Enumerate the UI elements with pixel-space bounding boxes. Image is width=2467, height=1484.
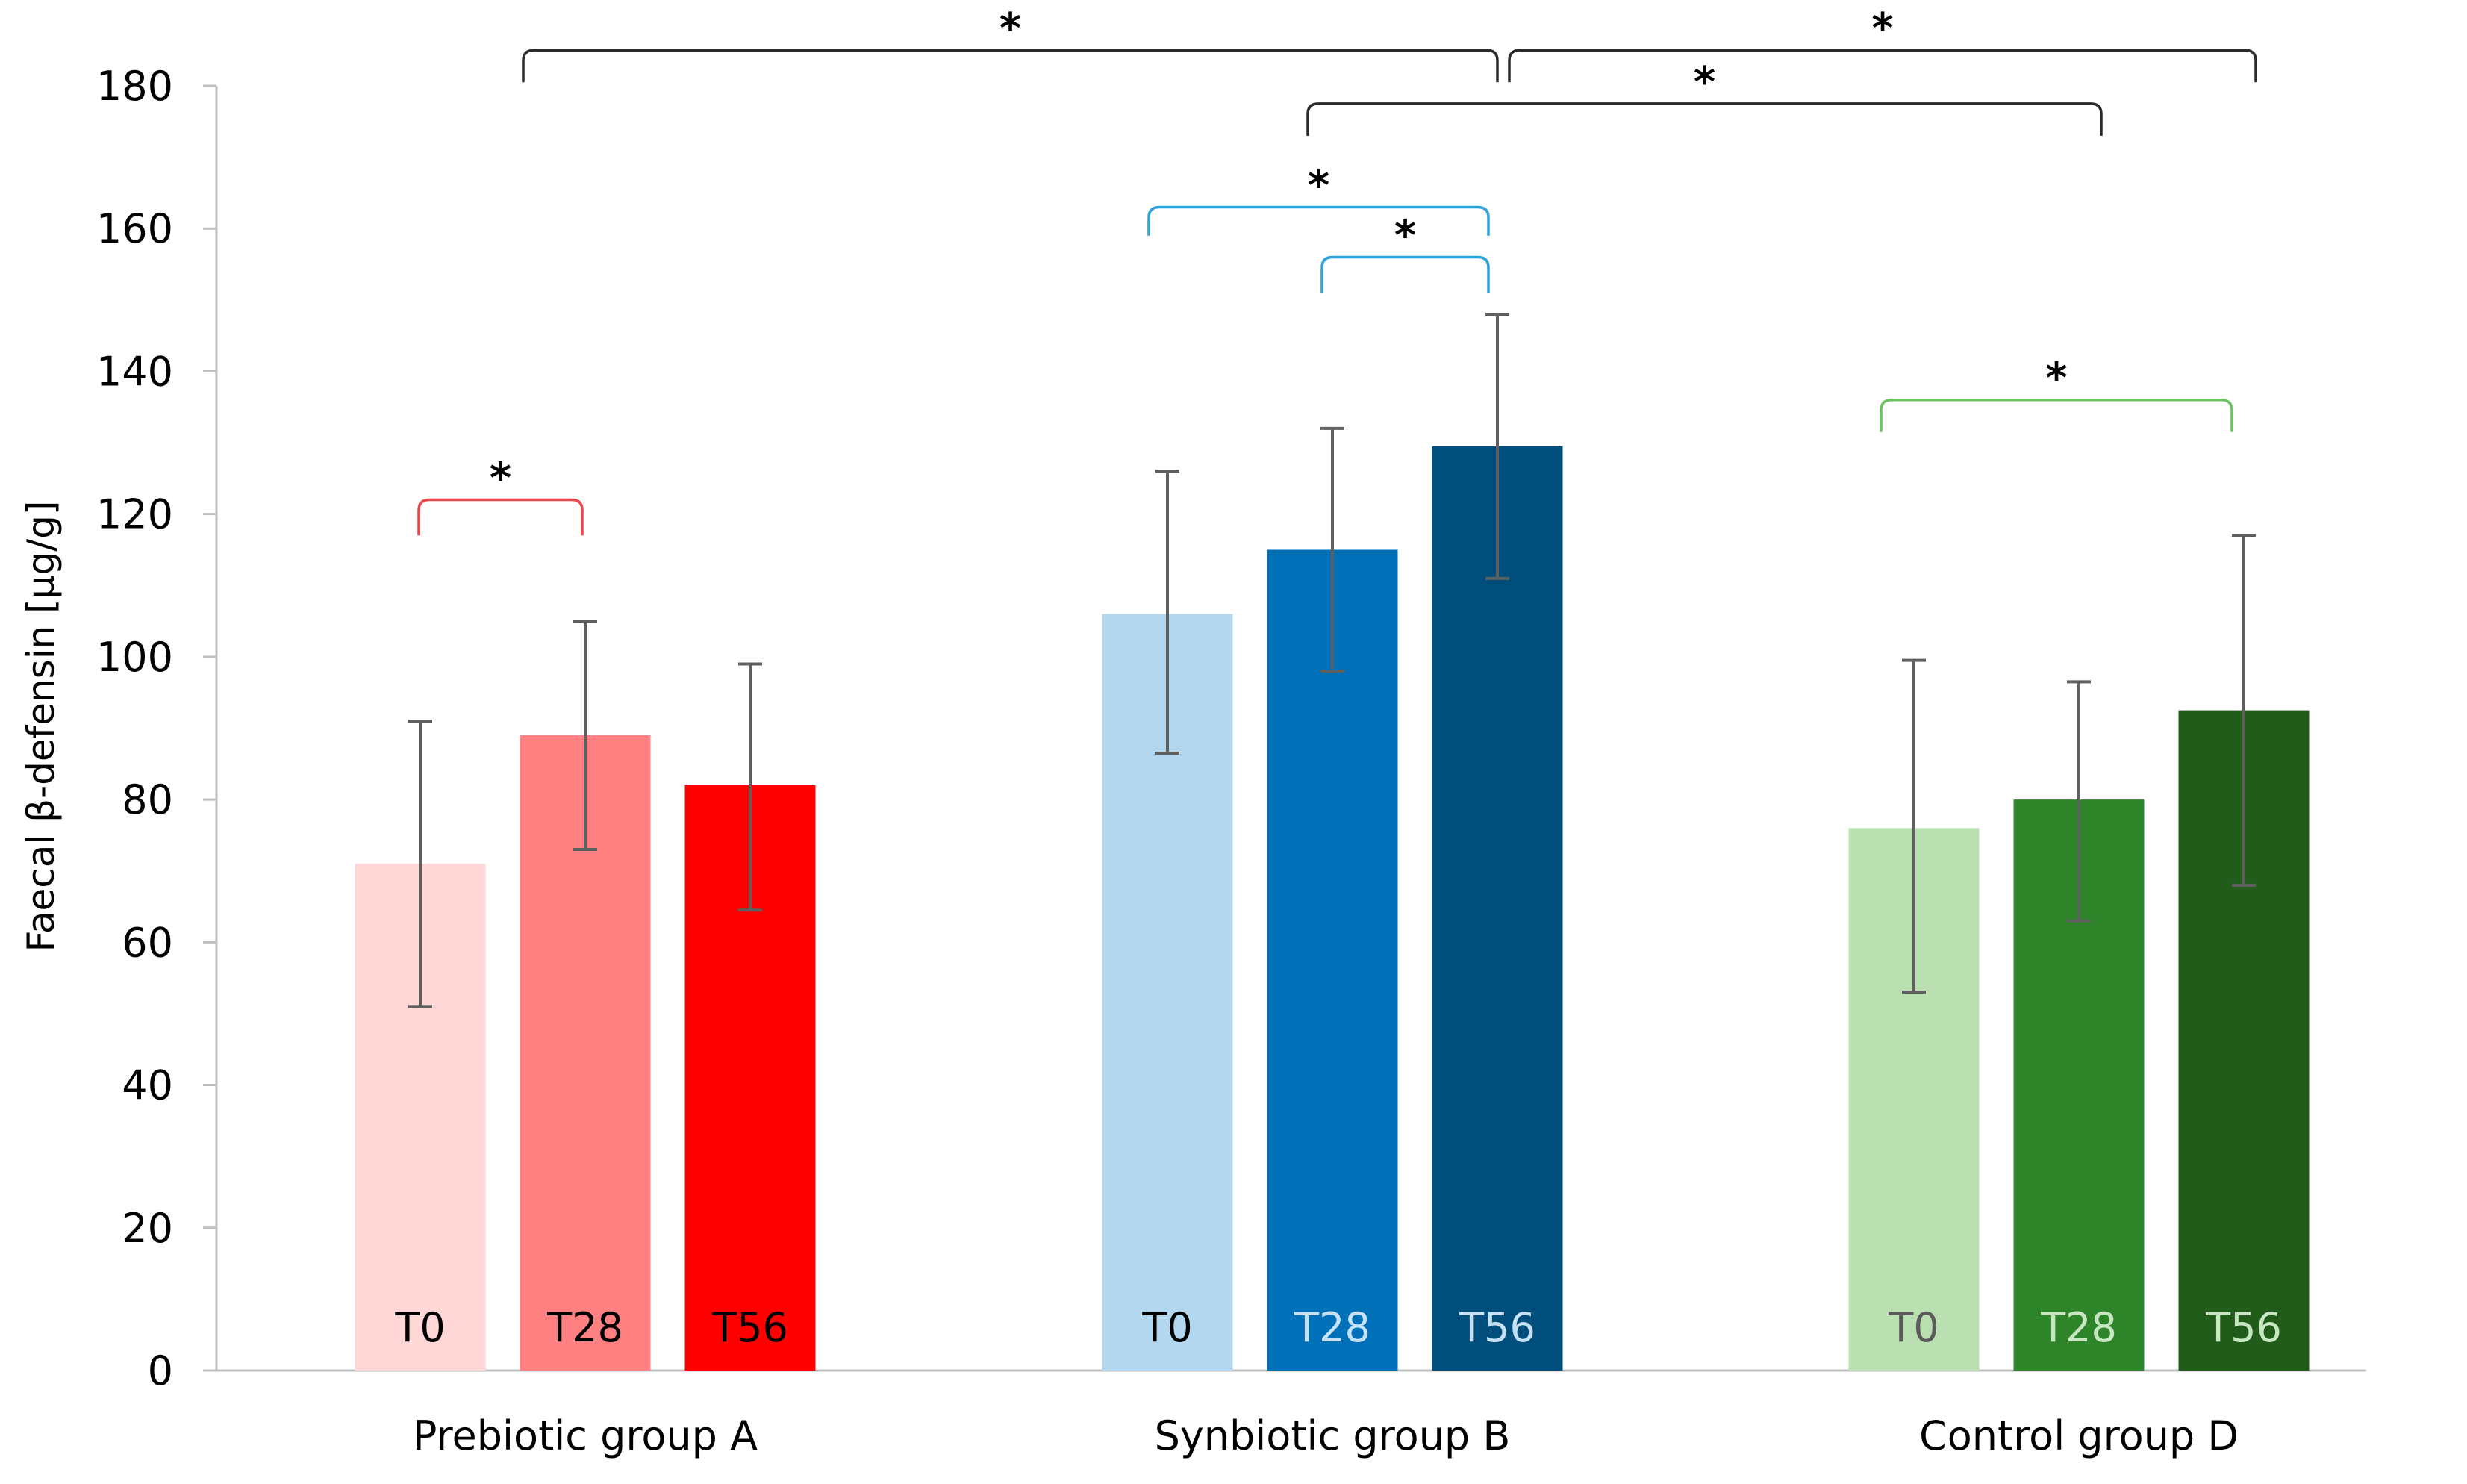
significance-bracket [1306,102,2103,136]
bar-labels-layer: T0 T28 T56 T0 T28 T56 T0 T28 T56 [394,1304,2282,1351]
significance-star: * [1308,162,1329,211]
bar-label: T0 [1888,1304,1939,1351]
bar [1432,446,1563,1371]
significance-bracket [1880,398,2233,432]
y-tick-label: 140 [96,348,173,395]
significance-star: * [490,455,511,503]
significance-layer: * * * * * * * [417,4,2257,536]
significance-star: * [1871,4,1893,53]
y-axis-title: Faecal β-defensin [μg/g] [19,501,63,953]
group-label: Prebiotic group A [413,1412,758,1459]
bar-label: T28 [546,1304,623,1351]
y-tick-label: 100 [96,634,173,681]
y-tick-label: 160 [96,205,173,252]
y-tick-label: 180 [96,63,173,110]
y-tick-label: 120 [96,491,173,538]
significance-star: * [999,4,1021,53]
bar-label: T28 [1294,1304,1370,1351]
significance-star: * [1694,58,1715,107]
bar [1267,549,1398,1371]
y-tick-label: 40 [122,1062,173,1109]
y-axis: 0 20 40 60 80 100 120 140 160 180 [96,63,2366,1394]
bar-label: T56 [1459,1304,1535,1351]
significance-star: * [1394,211,1416,260]
significance-bracket [1147,205,1490,236]
y-tick-label: 0 [148,1347,173,1394]
y-tick-label: 80 [122,776,173,823]
y-tick-label: 60 [122,919,173,966]
bar-label: T28 [2040,1304,2117,1351]
group-labels-layer: Prebiotic group A Synbiotic group B Contro… [413,1412,2239,1459]
bar-label: T56 [711,1304,788,1351]
significance-bracket [522,49,1499,83]
error-bars-layer [408,312,2256,1008]
significance-bracket [417,498,584,536]
bar-label: T56 [2205,1304,2282,1351]
group-label: Synbiotic group B [1155,1412,1511,1459]
bar-label: T0 [1141,1304,1192,1351]
group-label: Control group D [1919,1412,2239,1459]
significance-bracket [1320,255,1490,293]
significance-star: * [2045,355,2067,403]
bar-label: T0 [394,1304,445,1351]
significance-bracket [1508,49,2257,83]
y-tick-label: 20 [122,1205,173,1252]
